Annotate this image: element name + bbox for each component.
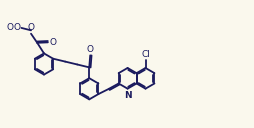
Text: O: O — [13, 23, 20, 32]
Text: O: O — [49, 38, 56, 47]
Text: O: O — [27, 23, 34, 32]
Text: N: N — [124, 91, 131, 100]
Text: O: O — [87, 45, 94, 54]
Text: O: O — [7, 23, 14, 32]
Text: Cl: Cl — [141, 50, 150, 59]
